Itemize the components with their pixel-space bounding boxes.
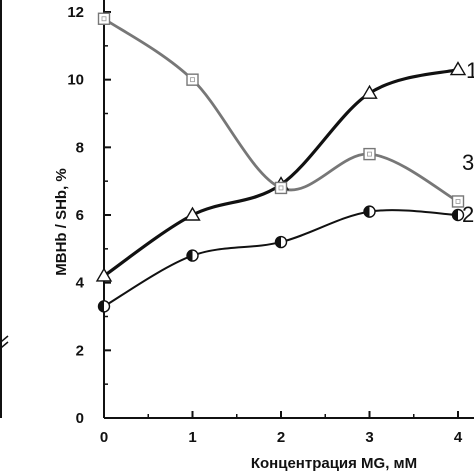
data-point-series-3	[363, 147, 376, 161]
y-tick-label: 10	[67, 72, 84, 89]
data-point-series-3	[451, 195, 465, 208]
series-line-3	[103, 17, 459, 203]
y-tick-label: 2	[76, 342, 84, 359]
x-axis-ticks: 0 1 2 3 4	[100, 411, 463, 446]
series-markers	[95, 12, 467, 313]
y-tick-label: 4	[76, 275, 85, 292]
data-point-inner-series-3	[455, 199, 461, 204]
data-point-series-3	[186, 73, 199, 86]
left-panel-axis-break	[0, 335, 9, 350]
series-curves	[103, 17, 459, 308]
x-tick-label: 0	[100, 429, 108, 446]
data-point-inner-series-3	[101, 16, 107, 22]
x-tick-label: 4	[454, 429, 463, 446]
x-tick-label: 1	[188, 429, 196, 446]
y-axis-title: MBHb / SHb, %	[53, 168, 70, 276]
x-axis-title: Концентрация MG, мМ	[251, 455, 417, 472]
data-point-series-1	[449, 61, 467, 76]
series-label-1: 1	[466, 58, 474, 83]
data-point-series-3	[274, 181, 288, 195]
data-point-series-3	[97, 12, 111, 25]
data-point-inner-series-3	[367, 151, 372, 157]
series-label-3: 3	[462, 150, 474, 175]
series-line-2	[103, 209, 459, 308]
y-axis-ticks: 0 2 4 6 8 10 12	[67, 4, 111, 427]
data-point-series-2	[274, 235, 288, 249]
data-point-series-2	[186, 249, 199, 262]
data-point-series-1	[361, 84, 378, 99]
x-tick-label: 2	[277, 429, 285, 446]
data-point-series-2	[363, 205, 376, 218]
data-point-inner-series-3	[278, 185, 284, 191]
y-tick-label: 0	[76, 410, 84, 427]
data-point-series-2	[97, 300, 111, 313]
data-point-series-1	[95, 267, 113, 282]
y-tick-label: 6	[76, 207, 84, 224]
x-tick-label: 3	[365, 429, 373, 446]
data-point-series-1	[184, 206, 201, 221]
series-label-2: 2	[462, 202, 474, 227]
y-tick-label: 12	[67, 4, 84, 21]
data-point-series-2	[451, 208, 465, 222]
y-tick-label: 8	[76, 139, 84, 156]
data-point-inner-series-3	[190, 77, 195, 83]
